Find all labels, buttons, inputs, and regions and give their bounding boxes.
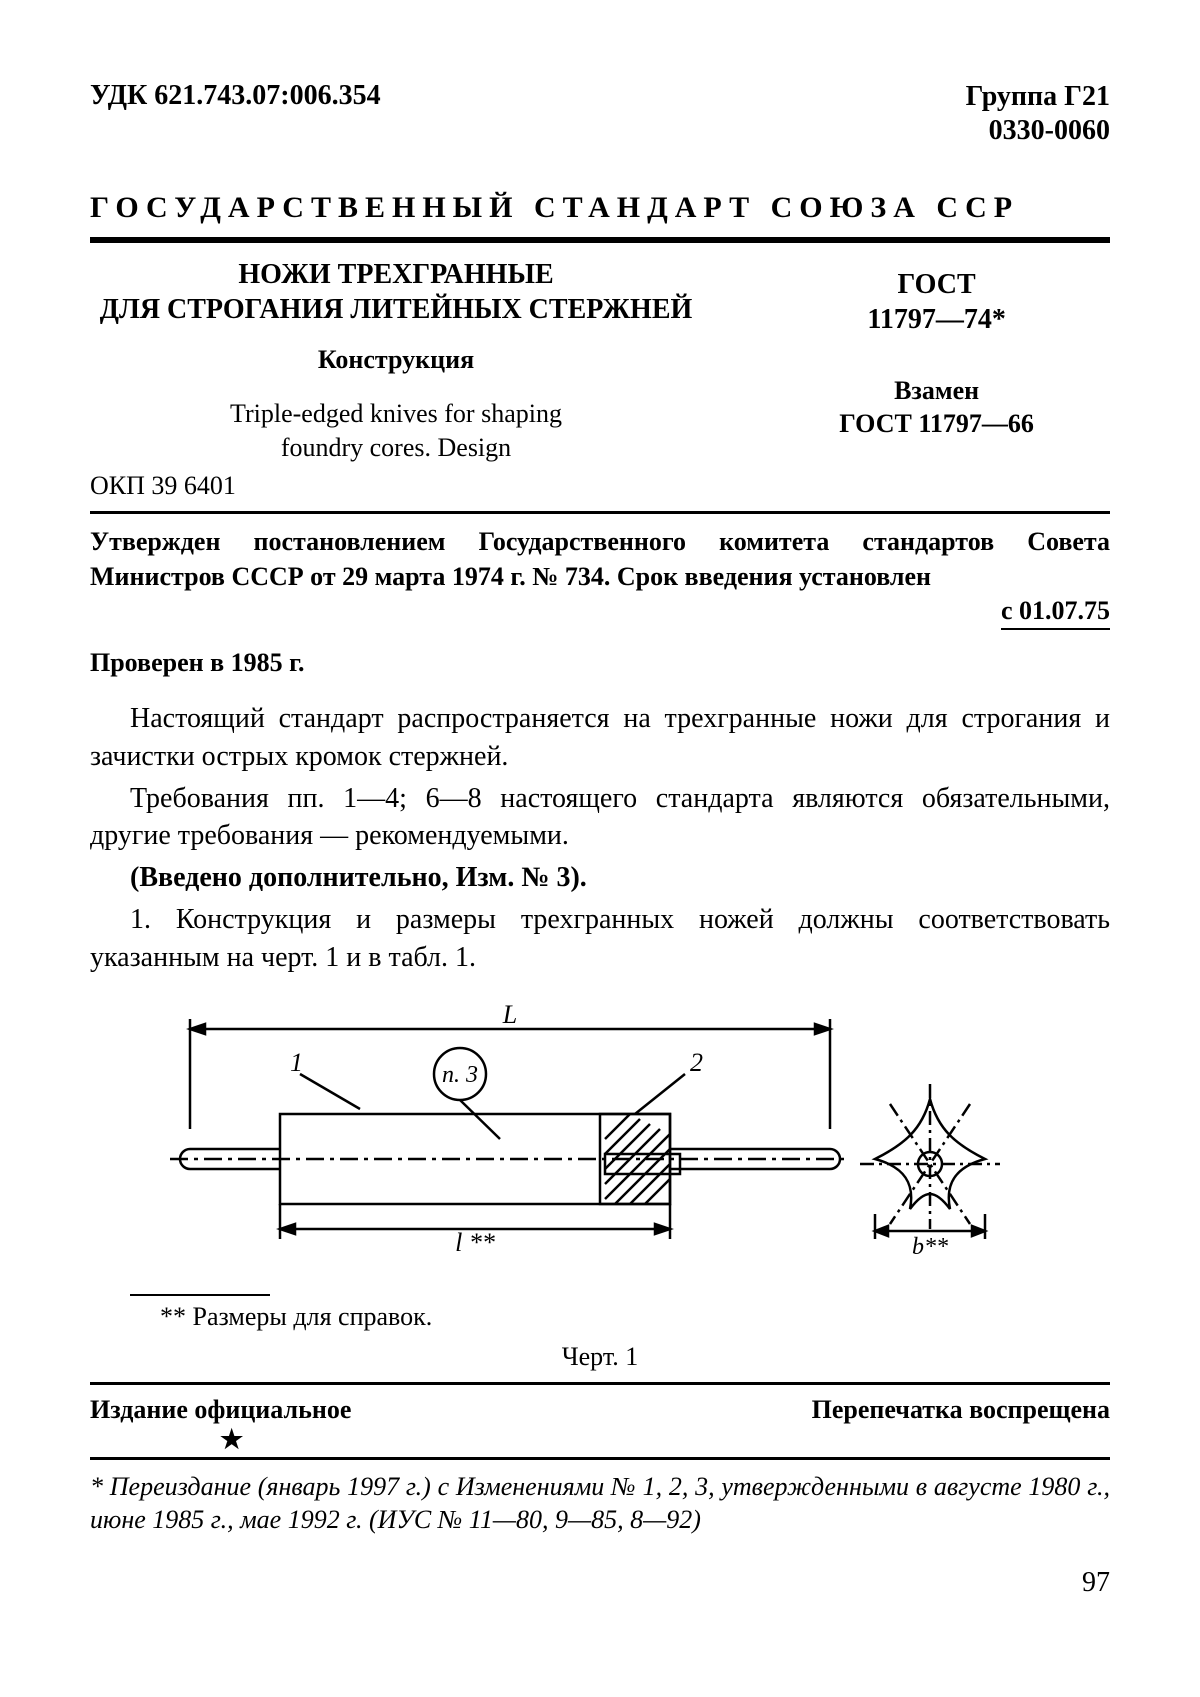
replace-label: Взамен bbox=[763, 375, 1110, 408]
reissue-note: * Переиздание (январь 1997 г.) с Изменен… bbox=[90, 1470, 1110, 1538]
leader-2: 2 bbox=[690, 1048, 703, 1077]
gost-label: ГОСТ bbox=[763, 267, 1110, 302]
title-english: Triple-edged knives for shaping foundry … bbox=[90, 397, 702, 465]
title-block: НОЖИ ТРЕХГРАННЫЕ ДЛЯ СТРОГАНИЯ ЛИТЕЙНЫХ … bbox=[90, 257, 1110, 465]
header-row: УДК 621.743.07:006.354 Группа Г21 0330-0… bbox=[90, 80, 1110, 147]
body-text: Настоящий стандарт распространяется на т… bbox=[90, 700, 1110, 977]
gost-block: ГОСТ 11797—74* bbox=[763, 267, 1110, 337]
official-right: Перепечатка воспрещена bbox=[812, 1395, 1110, 1425]
checked-year: Проверен в 1985 г. bbox=[90, 648, 1110, 678]
page-number: 97 bbox=[90, 1567, 1110, 1599]
paragraph-2: Требования пп. 1—4; 6—8 настоящего станд… bbox=[90, 780, 1110, 856]
title-left: НОЖИ ТРЕХГРАННЫЕ ДЛЯ СТРОГАНИЯ ЛИТЕЙНЫХ … bbox=[90, 257, 702, 465]
figure-1: L 1 п. 3 2 bbox=[130, 999, 1110, 1264]
okp-code: ОКП 39 6401 bbox=[90, 471, 1110, 501]
rule-2 bbox=[90, 1382, 1110, 1385]
official-row: Издание официальное Перепечатка воспреще… bbox=[90, 1395, 1110, 1425]
paragraph-4: 1. Конструкция и размеры трехгранных нож… bbox=[90, 901, 1110, 977]
paragraph-3-amendment: (Введено дополнительно, Изм. № 3). bbox=[90, 859, 1110, 897]
title-subtitle: Конструкция bbox=[90, 345, 702, 375]
official-left: Издание официальное bbox=[90, 1395, 351, 1425]
page: УДК 621.743.07:006.354 Группа Г21 0330-0… bbox=[0, 0, 1200, 1697]
group-code: Группа Г21 0330-0060 bbox=[966, 80, 1110, 147]
balloon-p3: п. 3 bbox=[442, 1062, 478, 1088]
replace-number: ГОСТ 11797—66 bbox=[763, 408, 1110, 441]
title-right: ГОСТ 11797—74* Взамен ГОСТ 11797—66 bbox=[763, 257, 1110, 440]
gost-number: 11797—74* bbox=[763, 302, 1110, 337]
drawing-svg: L 1 п. 3 2 bbox=[130, 999, 1030, 1259]
group-line-1: Группа Г21 bbox=[966, 80, 1110, 114]
rule-3 bbox=[90, 1457, 1110, 1460]
figure-caption: Черт. 1 bbox=[90, 1342, 1110, 1372]
group-line-2: 0330-0060 bbox=[966, 114, 1110, 148]
title-en-line-1: Triple-edged knives for shaping bbox=[90, 397, 702, 431]
approval-text: Утвержден постановлением Государственног… bbox=[90, 524, 1110, 594]
title-ru-line-2: ДЛЯ СТРОГАНИЯ ЛИТЕЙНЫХ СТЕРЖНЕЙ bbox=[90, 292, 702, 327]
replace-block: Взамен ГОСТ 11797—66 bbox=[763, 375, 1110, 440]
star-mark: ★ bbox=[220, 1425, 1110, 1455]
paragraph-1: Настоящий стандарт распространяется на т… bbox=[90, 700, 1110, 776]
udk-code: УДК 621.743.07:006.354 bbox=[90, 80, 381, 147]
footnote-rule bbox=[130, 1294, 270, 1296]
approval-date-row: с 01.07.75 bbox=[90, 596, 1110, 630]
rule-1 bbox=[90, 511, 1110, 514]
dim-label-L: L bbox=[502, 1000, 517, 1029]
banner-rule bbox=[90, 237, 1110, 243]
leader-1: 1 bbox=[290, 1048, 303, 1077]
banner-title: ГОСУДАРСТВЕННЫЙ СТАНДАРТ СОЮЗА ССР bbox=[90, 187, 1110, 231]
title-en-line-2: foundry cores. Design bbox=[90, 431, 702, 465]
approval-date: с 01.07.75 bbox=[1001, 596, 1110, 630]
footnote-text: ** Размеры для справок. bbox=[160, 1302, 1110, 1332]
title-ru-line-1: НОЖИ ТРЕХГРАННЫЕ bbox=[90, 257, 702, 292]
dim-label-l: l ** bbox=[455, 1228, 495, 1257]
dim-label-b: b** bbox=[912, 1234, 948, 1259]
